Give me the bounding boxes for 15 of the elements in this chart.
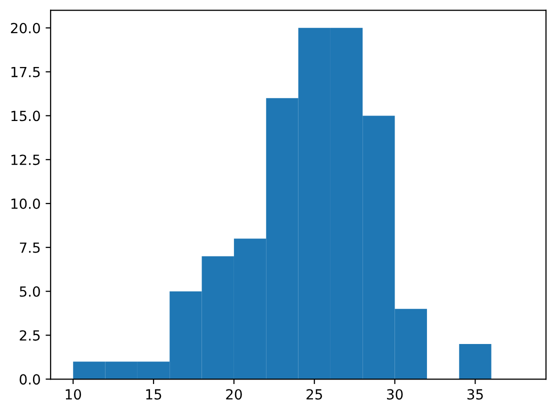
y-tick-label: 10.0 bbox=[11, 198, 40, 209]
x-tick-label: 35 bbox=[467, 389, 483, 400]
x-tick-label: 30 bbox=[387, 389, 403, 400]
y-tick-label: 5.0 bbox=[20, 286, 40, 297]
y-tick-label: 0.0 bbox=[20, 374, 40, 385]
y-tick-label: 20.0 bbox=[10, 22, 40, 34]
x-tick-label: 10 bbox=[66, 389, 82, 400]
x-tick-label: 20 bbox=[226, 389, 242, 400]
y-tick-label: 2.5 bbox=[20, 330, 40, 341]
y-tick-label: 17.5 bbox=[11, 66, 40, 78]
y-tick-label: 12.5 bbox=[11, 154, 40, 166]
y-tick-label: 15.0 bbox=[11, 110, 40, 122]
x-tick-label: 25 bbox=[306, 389, 322, 400]
x-tick-label: 15 bbox=[146, 389, 162, 400]
y-tick-label: 7.5 bbox=[20, 242, 40, 253]
